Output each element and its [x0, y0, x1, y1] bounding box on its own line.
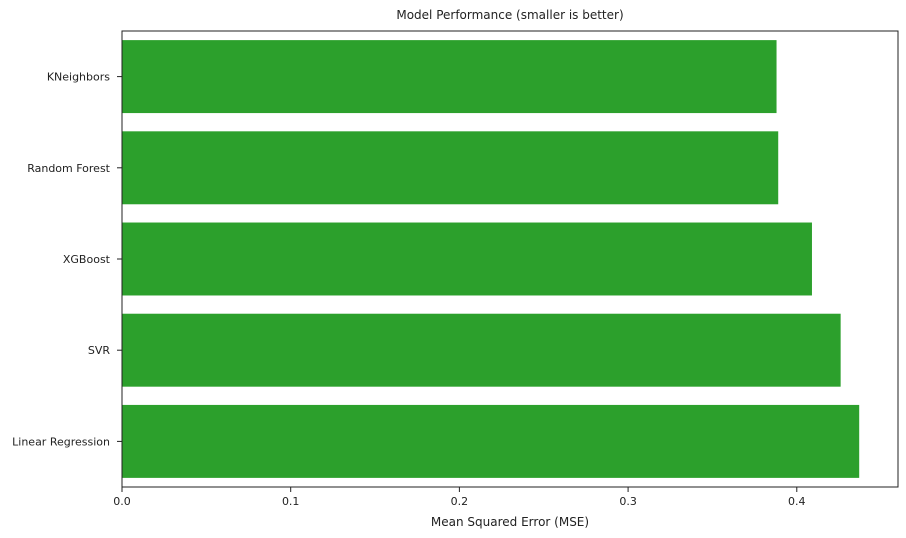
y-axis: KNeighbors Random Forest XGBoost SVR Linear … [12, 71, 122, 448]
bars-group [122, 40, 860, 478]
bar-linear-regression [122, 404, 860, 478]
bar-random-forest [122, 131, 779, 205]
bar-svr [122, 313, 841, 387]
x-tick-label: 0.1 [282, 495, 300, 508]
x-tick-label: 0.3 [619, 495, 637, 508]
y-tick-label: XGBoost [63, 253, 111, 266]
y-tick-label: Linear Regression [12, 435, 110, 448]
chart-title: Model Performance (smaller is better) [396, 8, 623, 22]
x-tick-label: 0.0 [113, 495, 131, 508]
x-tick-label: 0.4 [788, 495, 806, 508]
bar-kneighbors [122, 40, 777, 114]
x-tick-label: 0.2 [451, 495, 469, 508]
bar-xgboost [122, 222, 812, 296]
x-axis-label: Mean Squared Error (MSE) [431, 515, 589, 529]
y-tick-label: KNeighbors [47, 71, 110, 84]
y-tick-label: Random Forest [27, 162, 110, 175]
y-tick-label: SVR [88, 344, 111, 357]
x-axis: 0.0 0.1 0.2 0.3 0.4 [113, 487, 806, 508]
